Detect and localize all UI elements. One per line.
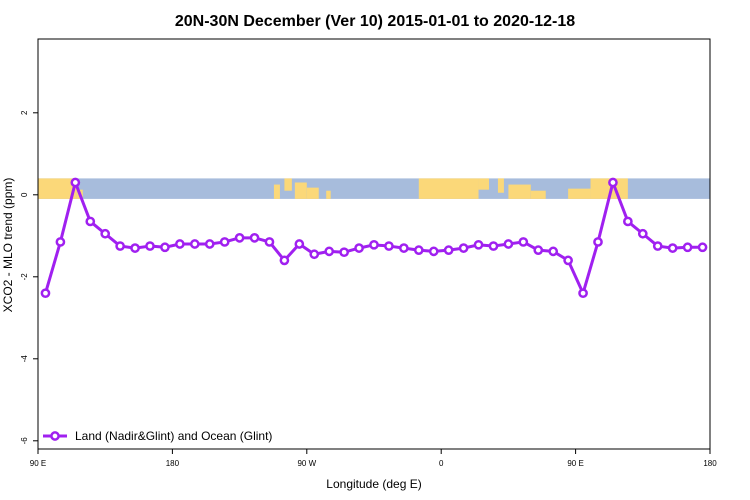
data-point — [279, 255, 290, 266]
data-point — [533, 245, 544, 255]
data-point — [115, 241, 125, 251]
land-patch — [306, 187, 319, 199]
legend-marker — [50, 431, 60, 441]
data-point — [428, 246, 439, 257]
data-point — [324, 246, 335, 257]
data-point — [219, 237, 230, 247]
data-point — [384, 241, 394, 251]
data-point — [339, 247, 349, 258]
data-point — [503, 239, 514, 249]
data-point — [623, 216, 633, 227]
land-patch — [530, 190, 546, 199]
x-tick-label: 180 — [703, 459, 717, 468]
y-tick-label: 0 — [20, 192, 29, 197]
axis-ticks: 90 E 180 90 W 0 90 E 180 -6 -4 -2 0 2 — [20, 110, 717, 468]
data-point — [145, 241, 155, 251]
y-tick-label: -6 — [20, 437, 29, 445]
series-layer — [40, 177, 708, 299]
y-tick-label: -4 — [20, 355, 29, 363]
data-point — [443, 245, 454, 255]
data-point — [608, 177, 618, 188]
data-point — [578, 288, 588, 299]
x-axis-label: Longitude (deg E) — [326, 477, 421, 491]
x-tick-label: 180 — [166, 459, 180, 468]
x-tick-label: 90 E — [30, 459, 46, 468]
chart-title: 20N-30N December (Ver 10) 2015-01-01 to … — [175, 13, 575, 30]
data-point — [458, 243, 469, 253]
land-patch — [284, 178, 292, 191]
land-patch — [38, 178, 77, 199]
land-patch — [508, 184, 531, 199]
data-point — [100, 228, 111, 239]
data-point — [85, 216, 96, 227]
plot-frame — [37, 38, 711, 450]
data-point — [309, 249, 320, 260]
x-tick-label: 90 W — [297, 459, 316, 468]
data-point — [189, 239, 200, 249]
data-point — [130, 243, 140, 253]
land-patch — [294, 182, 307, 199]
data-point — [70, 177, 81, 188]
data-point — [175, 239, 185, 249]
land-ocean-band — [38, 178, 710, 199]
data-point — [294, 239, 305, 249]
land-patch — [418, 178, 479, 199]
data-point — [413, 245, 424, 255]
data-point — [563, 255, 573, 266]
legend-label: Land (Nadir&Glint) and Ocean (Glint) — [75, 429, 272, 443]
data-point — [249, 233, 260, 243]
data-point — [548, 246, 559, 257]
land-patch — [326, 190, 331, 199]
y-axis-label: XCO2 - MLO trend (ppm) — [1, 178, 15, 313]
legend: Land (Nadir&Glint) and Ocean (Glint) — [43, 429, 272, 443]
data-point — [40, 288, 51, 299]
data-point — [697, 242, 708, 253]
data-point — [264, 237, 275, 247]
data-point — [593, 237, 603, 247]
data-point — [682, 242, 693, 253]
data-point — [204, 239, 215, 249]
data-point — [652, 241, 663, 251]
data-point — [637, 228, 648, 239]
series-line — [44, 181, 703, 295]
data-point — [234, 233, 245, 243]
data-point — [160, 242, 170, 253]
y-tick-label: -2 — [20, 273, 29, 281]
data-point — [518, 237, 529, 247]
land-patch — [497, 178, 504, 193]
x-tick-label: 0 — [439, 459, 444, 468]
data-point — [488, 241, 499, 251]
land-patch — [478, 178, 489, 190]
data-point — [667, 243, 678, 253]
data-point — [354, 243, 364, 253]
land-patch — [568, 188, 591, 199]
y-tick-label: 2 — [20, 110, 29, 115]
data-point — [399, 243, 409, 253]
data-point — [369, 239, 379, 250]
x-tick-label: 90 E — [567, 459, 583, 468]
data-point — [55, 237, 66, 247]
land-patch — [273, 184, 280, 199]
data-point — [473, 239, 484, 250]
